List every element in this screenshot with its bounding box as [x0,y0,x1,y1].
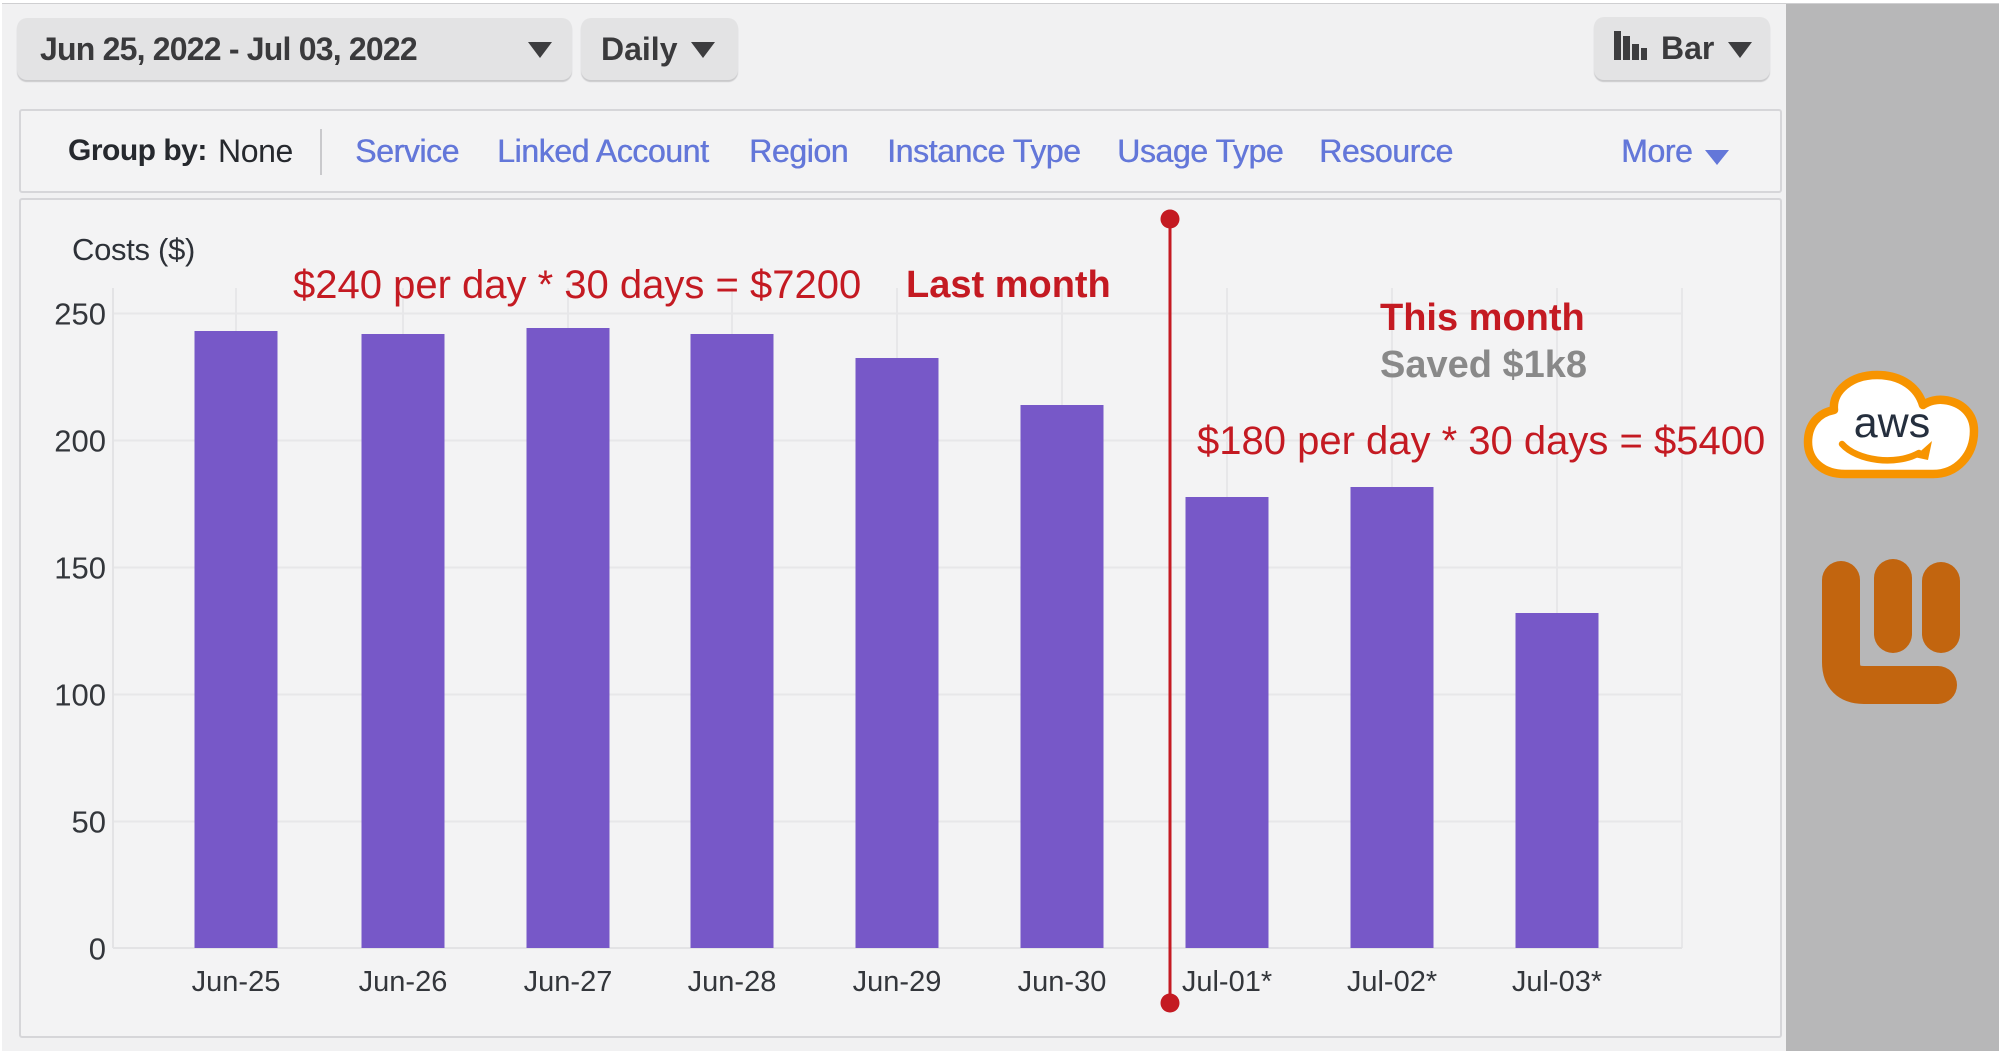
svg-text:Jun-30: Jun-30 [1018,966,1107,998]
svg-text:Jun-28: Jun-28 [688,966,777,998]
svg-text:Jul-03*: Jul-03* [1512,966,1602,998]
svg-text:Costs ($): Costs ($) [72,232,195,267]
svg-text:$240 per day * 30 days = $7200: $240 per day * 30 days = $7200 [293,263,861,307]
svg-text:Jun-26: Jun-26 [359,966,448,998]
svg-text:Last month: Last month [906,264,1111,306]
svg-text:150: 150 [54,551,106,586]
svg-text:Jun-29: Jun-29 [853,966,942,998]
svg-text:200: 200 [54,424,106,459]
svg-text:Jul-02*: Jul-02* [1347,966,1437,998]
svg-text:Jun-27: Jun-27 [524,966,613,998]
svg-text:Jul-01*: Jul-01* [1182,966,1272,998]
svg-text:100: 100 [54,678,106,713]
svg-text:Jun-25: Jun-25 [192,966,281,998]
svg-text:aws: aws [1854,399,1930,447]
svg-text:This month: This month [1380,297,1585,339]
svg-text:0: 0 [89,932,106,967]
svg-text:50: 50 [72,805,106,840]
svg-text:$180 per day * 30 days = $5400: $180 per day * 30 days = $5400 [1197,419,1765,463]
svg-text:Saved $1k8: Saved $1k8 [1380,344,1587,386]
svg-text:250: 250 [54,297,106,332]
